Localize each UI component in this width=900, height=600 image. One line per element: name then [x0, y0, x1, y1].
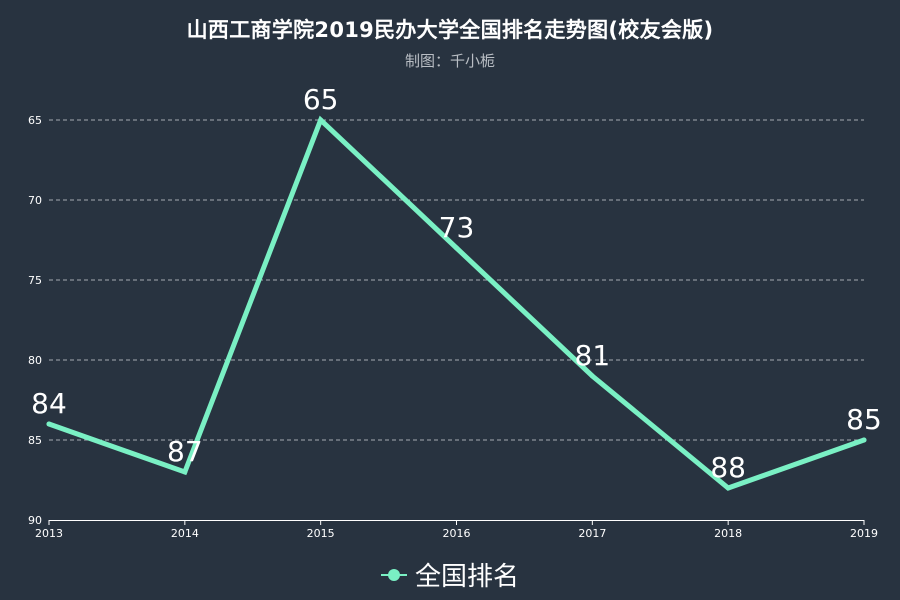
data-point — [182, 469, 188, 475]
data-point — [861, 437, 867, 443]
data-label: 81 — [575, 339, 611, 372]
data-label: 87 — [167, 435, 203, 468]
chart-title: 山西工商学院2019民办大学全国排名走势图(校友会版) — [186, 18, 714, 42]
data-point — [46, 421, 52, 427]
y-tick-label: 80 — [28, 354, 42, 367]
y-tick-label: 70 — [28, 194, 42, 207]
x-tick-label: 2016 — [443, 527, 471, 540]
legend[interactable]: 全国排名 — [0, 556, 900, 593]
y-tick-label: 90 — [28, 514, 42, 527]
series-line — [46, 115, 867, 491]
series-line-layer — [46, 115, 867, 491]
data-label: 84 — [31, 387, 67, 420]
data-point — [725, 485, 731, 491]
y-tick-label: 75 — [28, 274, 42, 287]
x-tick-label: 2014 — [171, 527, 199, 540]
chart-subtitle: 制图：千小栀 — [404, 52, 495, 70]
data-point — [318, 117, 324, 123]
x-tick-label: 2015 — [307, 527, 335, 540]
x-tick-label: 2018 — [714, 527, 742, 540]
legend-marker-icon — [380, 567, 407, 583]
data-label: 73 — [439, 211, 475, 244]
data-label: 85 — [846, 403, 882, 436]
data-label: 88 — [710, 451, 746, 484]
data-point — [454, 245, 459, 251]
grid-lines — [49, 119, 864, 441]
legend-label: 全国排名 — [414, 562, 519, 592]
x-tick-label: 2017 — [578, 527, 606, 540]
y-tick-label: 65 — [28, 114, 42, 127]
x-tick-label: 2019 — [850, 527, 878, 540]
y-tick-label: 85 — [28, 434, 42, 447]
x-tick-label: 2013 — [35, 527, 63, 540]
data-label: 65 — [303, 83, 339, 116]
data-labels: 84 87 65 73 81 88 85 — [31, 83, 882, 484]
data-point — [589, 373, 595, 379]
